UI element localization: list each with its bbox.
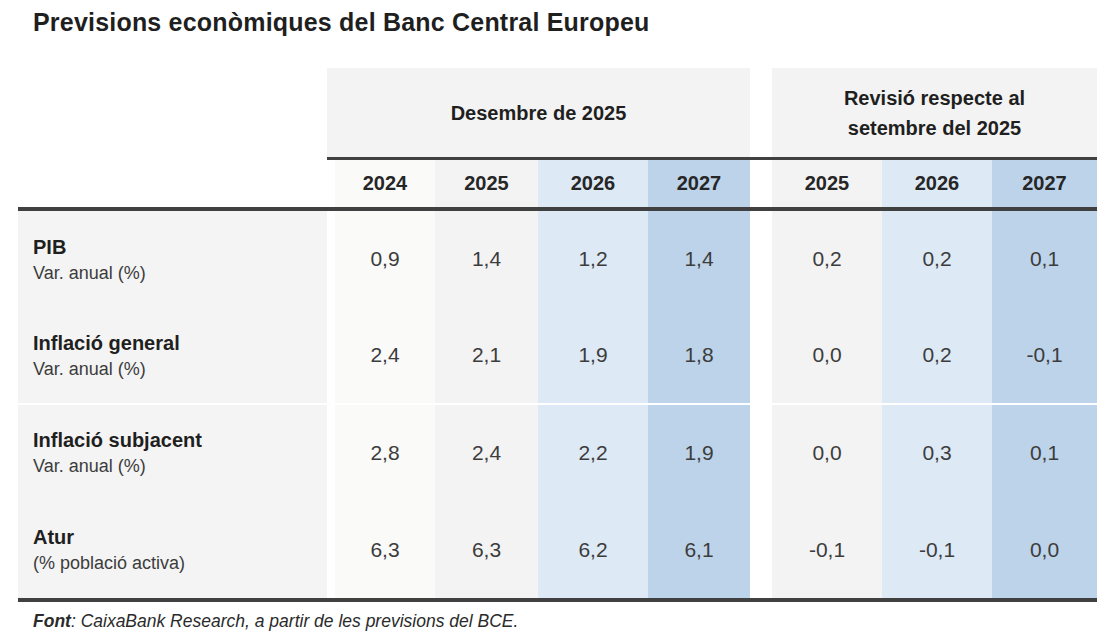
cell-atur-dec-2025: 6,3 xyxy=(435,501,538,598)
column-group-header-revisio: Revisió respecte al setembre del 2025 xyxy=(772,68,1097,157)
year-header-rev-2025: 2025 xyxy=(772,160,882,207)
row-label-pib: PIB Var. anual (%) xyxy=(18,211,327,308)
cell-atur-rev-2027: 0,0 xyxy=(992,501,1097,598)
table-body: PIB Var. anual (%) 0,9 1,4 1,2 1,4 0,2 0… xyxy=(18,211,1097,598)
row-unit: Var. anual (%) xyxy=(33,454,327,479)
group-gap xyxy=(750,211,772,308)
column-separator xyxy=(327,501,335,598)
group-gap xyxy=(750,308,772,405)
group-gap xyxy=(750,405,772,502)
row-label-inflacio-general: Inflació general Var. anual (%) xyxy=(18,308,327,405)
cell-infsub-rev-2027: 0,1 xyxy=(992,405,1097,502)
row-unit: Var. anual (%) xyxy=(33,357,327,382)
figure-root: Previsions econòmiques del Banc Central … xyxy=(0,0,1113,642)
group-gap xyxy=(750,160,772,207)
cell-infsub-rev-2025: 0,0 xyxy=(772,405,882,502)
year-header-2027: 2027 xyxy=(648,160,750,207)
source-text: : CaixaBank Research, a partir de les pr… xyxy=(71,611,518,631)
cell-atur-rev-2026: -0,1 xyxy=(882,501,992,598)
cell-pib-dec-2026: 1,2 xyxy=(538,211,648,308)
year-header-rev-2027: 2027 xyxy=(992,160,1097,207)
source-note: Font: CaixaBank Research, a partir de le… xyxy=(33,611,518,632)
row-name: Inflació general xyxy=(33,329,327,357)
cell-infsub-rev-2026: 0,3 xyxy=(882,405,992,502)
cell-infsub-dec-2026: 2,2 xyxy=(538,405,648,502)
cell-pib-dec-2024: 0,9 xyxy=(335,211,435,308)
column-group-header-desembre: Desembre de 2025 xyxy=(327,68,750,157)
cell-atur-rev-2025: -0,1 xyxy=(772,501,882,598)
cell-infsub-dec-2027: 1,9 xyxy=(648,405,750,502)
row-label-atur: Atur (% població activa) xyxy=(18,501,327,598)
column-separator xyxy=(327,405,335,502)
year-header-2025: 2025 xyxy=(435,160,538,207)
cell-pib-rev-2026: 0,2 xyxy=(882,211,992,308)
source-label: Font xyxy=(33,611,71,631)
cell-infgen-rev-2026: 0,2 xyxy=(882,308,992,405)
cell-infgen-dec-2025: 2,1 xyxy=(435,308,538,405)
row-name: PIB xyxy=(33,233,327,261)
group-gap xyxy=(750,501,772,598)
cell-atur-dec-2024: 6,3 xyxy=(335,501,435,598)
year-header-2024: 2024 xyxy=(335,160,435,207)
row-label-inflacio-subjacent: Inflació subjacent Var. anual (%) xyxy=(18,405,327,502)
cell-infgen-rev-2027: -0,1 xyxy=(992,308,1097,405)
cell-atur-dec-2026: 6,2 xyxy=(538,501,648,598)
year-header-row: 2024 2025 2026 2027 2025 2026 2027 xyxy=(18,160,1097,207)
cell-atur-dec-2027: 6,1 xyxy=(648,501,750,598)
horizontal-rule-bottom xyxy=(18,598,1097,602)
column-separator xyxy=(327,160,335,207)
cell-infgen-dec-2027: 1,8 xyxy=(648,308,750,405)
cell-infgen-dec-2024: 2,4 xyxy=(335,308,435,405)
row-unit: (% població activa) xyxy=(33,551,327,576)
page-title: Previsions econòmiques del Banc Central … xyxy=(33,8,650,37)
column-separator xyxy=(327,211,335,308)
cell-pib-dec-2027: 1,4 xyxy=(648,211,750,308)
cell-pib-rev-2025: 0,2 xyxy=(772,211,882,308)
column-separator xyxy=(327,308,335,405)
year-header-spacer xyxy=(18,160,327,207)
cell-infsub-dec-2024: 2,8 xyxy=(335,405,435,502)
year-header-rev-2026: 2026 xyxy=(882,160,992,207)
row-name: Atur xyxy=(33,523,327,551)
row-unit: Var. anual (%) xyxy=(33,261,327,286)
cell-pib-dec-2025: 1,4 xyxy=(435,211,538,308)
year-header-2026: 2026 xyxy=(538,160,648,207)
cell-infsub-dec-2025: 2,4 xyxy=(435,405,538,502)
cell-infgen-rev-2025: 0,0 xyxy=(772,308,882,405)
cell-infgen-dec-2026: 1,9 xyxy=(538,308,648,405)
row-name: Inflació subjacent xyxy=(33,426,327,454)
cell-pib-rev-2027: 0,1 xyxy=(992,211,1097,308)
